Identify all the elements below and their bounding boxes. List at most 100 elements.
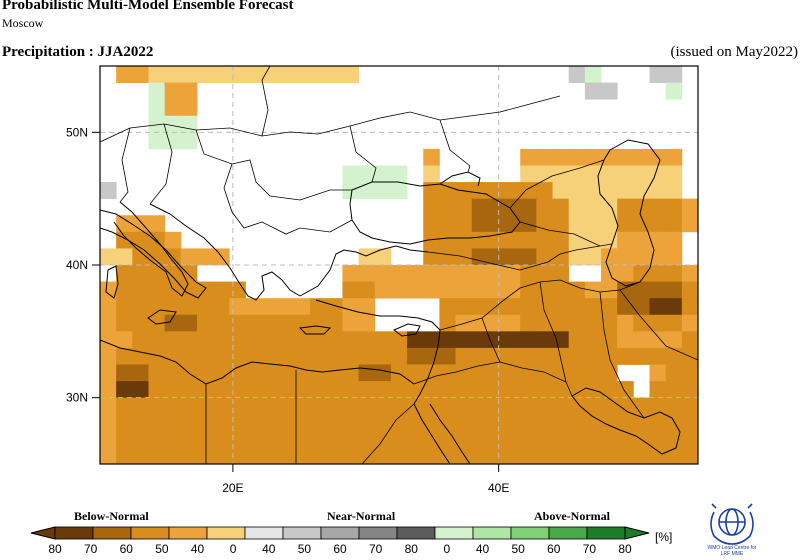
probability-cell — [520, 148, 537, 166]
probability-cell — [552, 430, 570, 448]
probability-cell — [277, 298, 295, 316]
probability-cell — [504, 198, 521, 216]
probability-cell — [407, 347, 424, 365]
probability-cell — [261, 364, 279, 382]
probability-cell — [681, 314, 698, 332]
probability-cell — [665, 331, 683, 349]
probability-cell — [552, 364, 570, 382]
probability-cell — [487, 281, 505, 299]
probability-cell — [374, 182, 392, 200]
probability-cell — [633, 347, 650, 365]
probability-cell — [164, 430, 182, 448]
probability-cell — [342, 331, 359, 349]
probability-cell — [649, 298, 667, 316]
probability-cell — [681, 281, 698, 299]
probability-cell — [390, 281, 408, 299]
probability-cell — [390, 347, 408, 365]
probability-cell — [487, 430, 505, 448]
probability-cell — [633, 182, 650, 200]
probability-cell — [536, 215, 553, 233]
probability-cell — [100, 347, 117, 365]
probability-cell — [681, 265, 698, 282]
probability-cell — [229, 414, 246, 432]
legend-category-near: Near-Normal — [327, 509, 396, 523]
probability-cell — [649, 447, 667, 464]
probability-cell — [633, 281, 650, 299]
probability-cell — [520, 430, 537, 448]
probability-cell — [390, 430, 408, 448]
probability-cell — [390, 414, 408, 432]
probability-cell — [261, 331, 279, 349]
probability-cell — [536, 265, 553, 282]
probability-cell — [536, 447, 553, 464]
legend-swatch — [434, 526, 474, 540]
probability-cell — [536, 165, 553, 183]
probability-cell — [180, 99, 198, 117]
probability-cell — [310, 447, 327, 464]
probability-cell — [601, 231, 618, 249]
probability-cell — [148, 265, 166, 282]
probability-cell — [601, 182, 618, 200]
probability-cell — [358, 364, 376, 382]
legend-swatch — [396, 526, 436, 540]
probability-cell — [310, 331, 327, 349]
probability-cell — [100, 298, 117, 316]
probability-cell — [665, 148, 683, 166]
probability-cell — [196, 347, 214, 365]
probability-cell — [164, 82, 182, 100]
probability-cell — [180, 66, 198, 83]
probability-cell — [520, 182, 537, 200]
probability-cell — [196, 397, 214, 415]
probability-cell — [536, 231, 553, 249]
probability-cell — [342, 281, 359, 299]
probability-cell — [504, 314, 521, 332]
probability-cell — [245, 397, 263, 415]
probability-cell — [358, 381, 376, 399]
probability-cell — [164, 364, 182, 382]
probability-cell — [180, 414, 198, 432]
probability-cell — [374, 364, 392, 382]
legend-category-above: Above-Normal — [534, 509, 610, 523]
probability-cell — [390, 381, 408, 399]
probability-cell — [116, 430, 133, 448]
probability-cell — [100, 397, 117, 415]
probability-cell — [536, 331, 553, 349]
probability-cell — [261, 347, 279, 365]
probability-cell — [148, 414, 166, 432]
probability-cell — [148, 248, 166, 266]
probability-cell — [390, 447, 408, 464]
probability-cell — [665, 347, 683, 365]
probability-cell — [536, 182, 553, 200]
probability-cell — [568, 165, 586, 183]
longitude-label: 20E — [222, 481, 243, 495]
probability-cell — [665, 414, 683, 432]
probability-cell — [148, 347, 166, 365]
probability-cell — [342, 182, 359, 200]
probability-cell — [245, 430, 263, 448]
latitude-label: 30N — [66, 391, 88, 405]
probability-cell — [601, 281, 618, 299]
probability-cell — [617, 265, 634, 282]
probability-cell — [164, 447, 182, 464]
probability-cell — [261, 298, 279, 316]
probability-cell — [293, 447, 311, 464]
probability-cell — [617, 198, 634, 216]
probability-cell — [665, 66, 683, 83]
probability-cell — [649, 182, 667, 200]
probability-cell — [568, 281, 586, 299]
probability-cell — [358, 397, 376, 415]
probability-cell — [455, 381, 473, 399]
probability-cell — [471, 231, 489, 249]
probability-cell — [504, 447, 521, 464]
probability-cell — [100, 381, 117, 399]
probability-cell — [229, 430, 246, 448]
probability-cell — [439, 430, 456, 448]
legend-arrow-high — [624, 526, 650, 540]
probability-cell — [439, 347, 456, 365]
probability-cell — [196, 447, 214, 464]
probability-cell — [423, 231, 440, 249]
probability-cell — [342, 165, 359, 183]
probability-cell — [681, 198, 698, 216]
probability-cell — [358, 414, 376, 432]
legend-swatch — [586, 526, 626, 540]
